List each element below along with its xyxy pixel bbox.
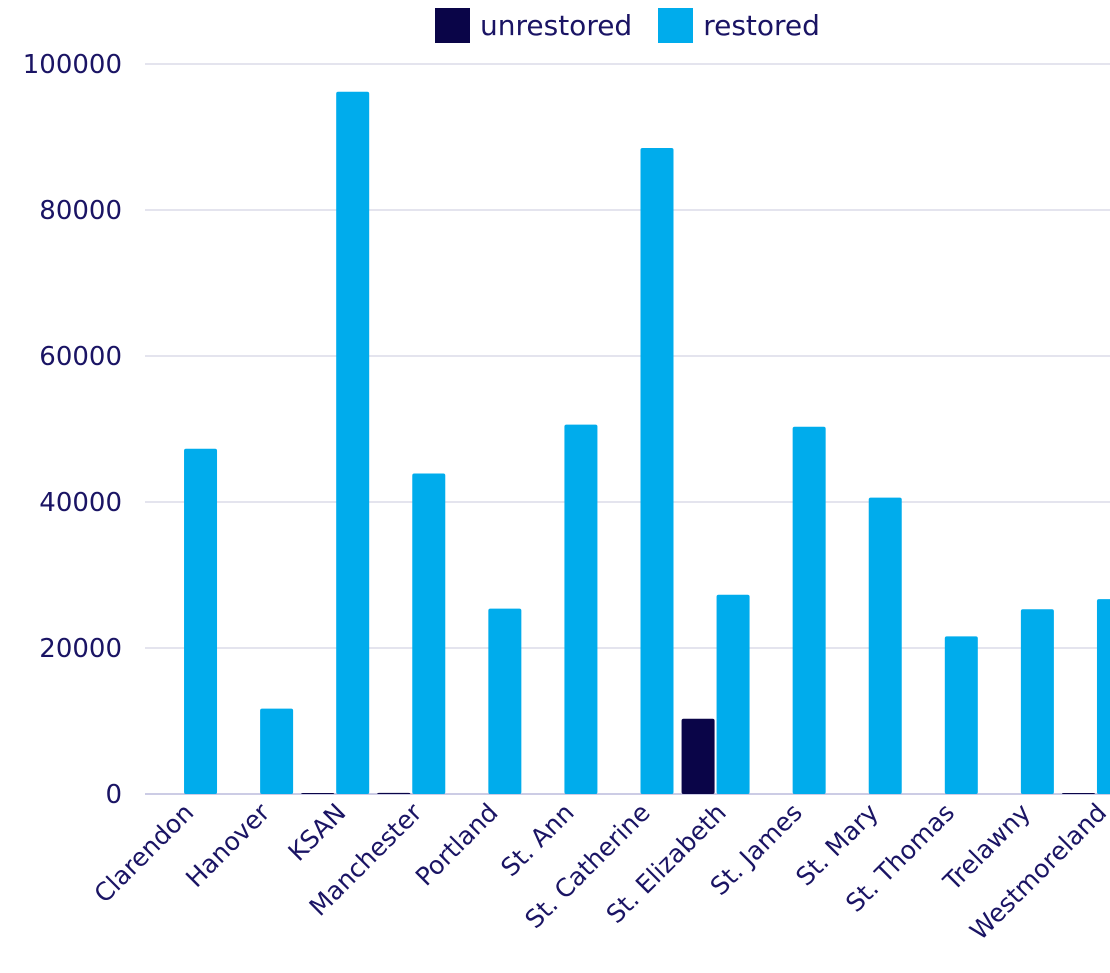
y-tick-label: 60000 (39, 342, 122, 372)
x-tick-label: Hanover (180, 797, 276, 893)
chart-legend: unrestored restored (435, 8, 846, 43)
bar-restored (868, 497, 902, 794)
legend-item-restored: restored (658, 8, 820, 43)
bar-restored (336, 91, 370, 795)
bar-restored (488, 608, 522, 794)
bar-restored (792, 426, 826, 794)
bar-restored (184, 448, 218, 794)
y-tick-label: 40000 (39, 488, 122, 518)
bar-restored (564, 424, 598, 794)
bar-unrestored (377, 792, 411, 794)
legend-swatch-restored (658, 8, 694, 43)
y-tick-label: 100000 (23, 50, 122, 80)
bar-restored (412, 473, 446, 794)
bar-restored (1020, 609, 1054, 794)
legend-label-restored: restored (703, 9, 820, 42)
y-tick-label: 80000 (39, 196, 122, 226)
x-tick-label: Portland (410, 798, 504, 892)
x-tick-label: Westmoreland (964, 798, 1110, 946)
bar-restored (640, 147, 674, 794)
bar-restored (944, 636, 978, 794)
y-tick-label: 20000 (39, 634, 122, 664)
legend-item-unrestored: unrestored (435, 8, 632, 43)
bar-unrestored (1061, 793, 1095, 794)
bar-restored (716, 594, 750, 794)
x-tick-label: KSAN (282, 798, 351, 867)
bar-restored (1096, 599, 1110, 794)
legend-swatch-unrestored (435, 8, 470, 43)
bar-unrestored (681, 718, 715, 794)
bar-restored (260, 708, 294, 794)
legend-label-unrestored: unrestored (480, 9, 633, 42)
y-tick-label: 0 (105, 780, 122, 810)
bar-unrestored (301, 793, 335, 794)
x-tick-label: Clarendon (88, 798, 199, 909)
